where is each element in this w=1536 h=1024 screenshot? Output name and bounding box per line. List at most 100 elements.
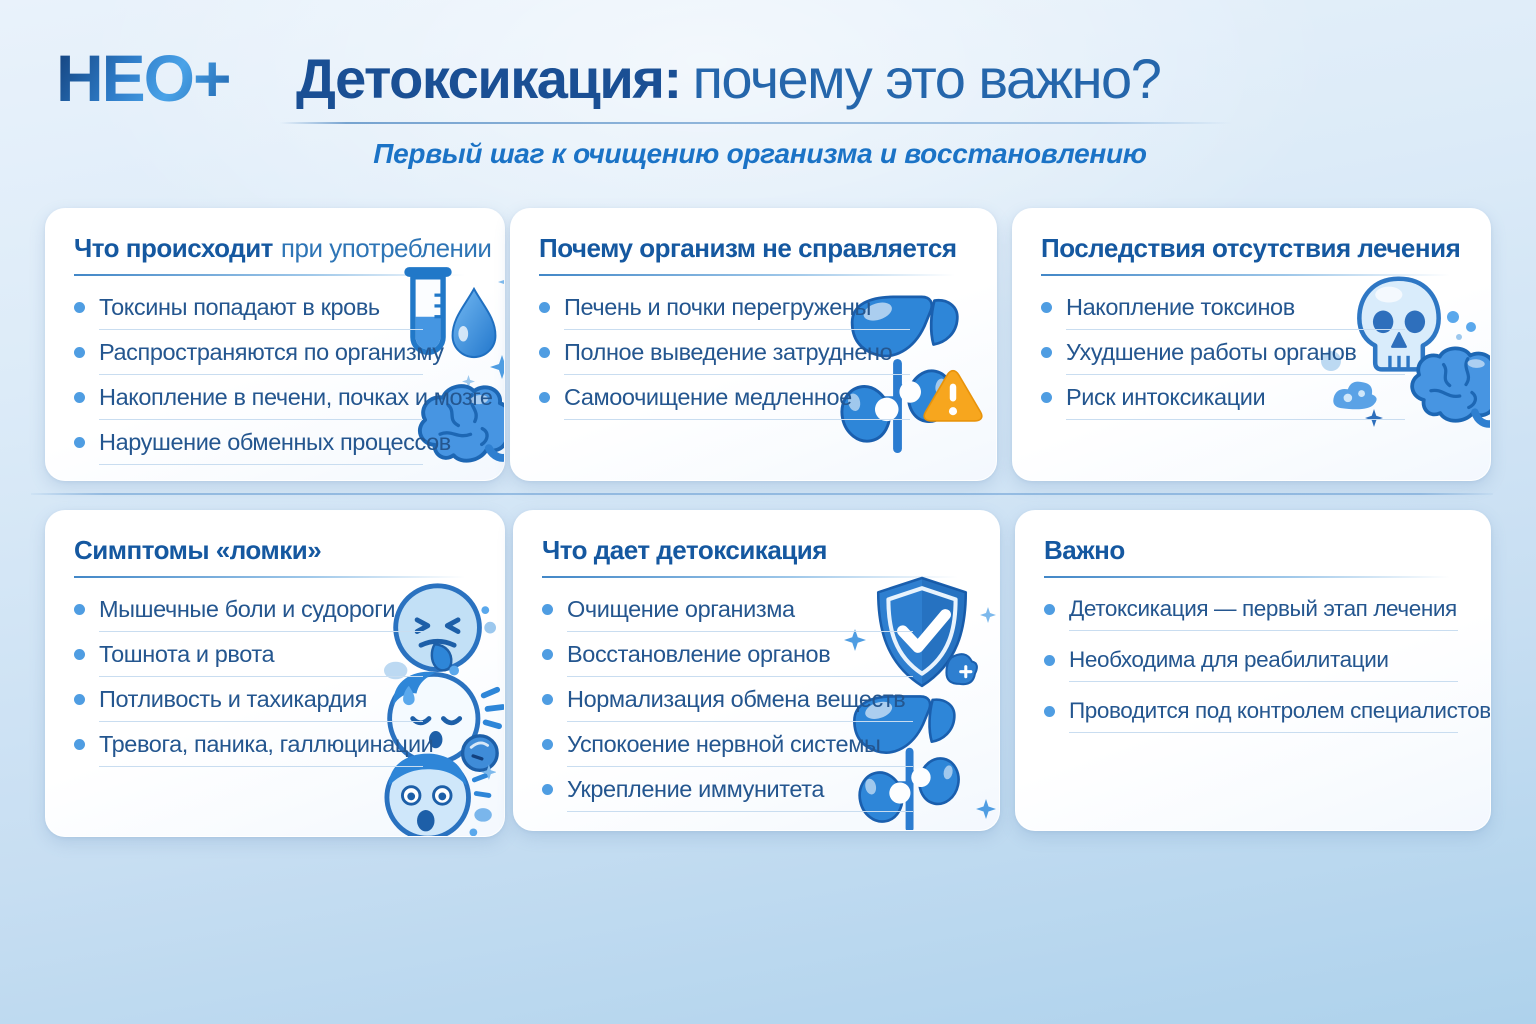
row-divider — [31, 493, 1493, 495]
card-title: Симптомы «ломки» — [74, 535, 322, 565]
list-item: Токсины попадают в кровь — [74, 294, 490, 330]
bullet-dot — [74, 437, 85, 448]
bullet-divider — [99, 419, 424, 420]
bullet-text: Потливость и тахикардия — [99, 686, 367, 712]
bullet-text: Укрепление иммунитета — [567, 776, 825, 802]
bullet-text: Полное выведение затруднено — [564, 339, 893, 365]
bullet-text: Распространяются по организму — [99, 339, 444, 365]
bullet-dot — [74, 392, 85, 403]
list-item: Полное выведение затруднено — [539, 339, 982, 375]
bullet-divider — [1066, 374, 1406, 375]
bullet-divider — [99, 631, 424, 632]
bullet-text: Детоксикация — первый этап лечения — [1069, 596, 1457, 621]
sparkle-icon — [490, 355, 504, 379]
card-title: Почему организм не справляется — [539, 233, 957, 263]
bullet-text: Накопление токсинов — [1066, 294, 1295, 320]
card-title: Что происходит при употреблении — [74, 233, 492, 263]
card-title: Последствия отсутствия лечения — [1041, 233, 1461, 263]
bullet-list: Токсины попадают в кровь Распространяются… — [74, 294, 493, 465]
card-consequences: Последствия отсутствия лечения Накоплени… — [1012, 208, 1491, 481]
list-item: Тошнота и рвота — [74, 641, 490, 677]
list-item: Накопление в печени, почках и мозге — [74, 384, 493, 420]
bullet-dot — [1041, 302, 1052, 313]
bullet-dot — [74, 604, 85, 615]
bullet-list: Очищение организма Восстановление органов… — [542, 596, 985, 812]
bullet-text: Проводится под контролем специалистов — [1069, 698, 1491, 723]
card-title-underline — [1041, 274, 1450, 276]
bullet-divider — [99, 329, 424, 330]
bullet-list: Накопление токсинов Ухудшение работы орга… — [1041, 294, 1476, 420]
bullet-text: Необходима для реабилитации — [1069, 647, 1389, 672]
bullet-divider — [99, 766, 424, 767]
bullet-text: Тошнота и рвота — [99, 641, 275, 667]
bullet-divider — [99, 721, 424, 722]
card-title-underline — [74, 576, 466, 578]
card-title-underline — [74, 274, 466, 276]
bullet-text: Успокоение нервной системы — [567, 731, 881, 757]
list-item: Накопление токсинов — [1041, 294, 1476, 330]
list-item: Укрепление иммунитета — [542, 776, 985, 812]
card-why-body-fails: Почему организм не справляется Печень и … — [510, 208, 997, 481]
bullet-divider — [567, 721, 913, 722]
bullet-dot — [542, 649, 553, 660]
bullet-divider — [564, 374, 910, 375]
bullet-divider — [564, 329, 910, 330]
bullet-dot — [542, 784, 553, 795]
title-underline — [280, 122, 1232, 124]
card-title-underline — [542, 576, 959, 578]
bullet-divider — [564, 419, 910, 420]
bullet-divider — [1069, 732, 1458, 733]
bullet-list: Детоксикация — первый этап лечения Необхо… — [1044, 596, 1490, 733]
list-item: Распространяются по организму — [74, 339, 490, 375]
list-item: Проводится под контролем специалистов — [1044, 698, 1490, 733]
bullet-text: Мышечные боли и судороги — [99, 596, 396, 622]
bullet-divider — [99, 676, 424, 677]
card-title: Важно — [1044, 535, 1125, 565]
list-item: Печень и почки перегружены — [539, 294, 982, 330]
bullet-dot — [74, 649, 85, 660]
list-item: Тревога, паника, галлюцинации — [74, 731, 490, 767]
card-title-underline — [539, 274, 956, 276]
bullet-text: Восстановление органов — [567, 641, 831, 667]
bullet-text: Токсины попадают в кровь — [99, 294, 380, 320]
bullet-dot — [74, 347, 85, 358]
bullet-divider — [567, 811, 913, 812]
bullet-text: Очищение организма — [567, 596, 795, 622]
list-item: Необходима для реабилитации — [1044, 647, 1476, 682]
card-what-happens: Что происходит при употреблении Токсины п… — [45, 208, 505, 481]
list-item: Нарушение обменных процессов — [74, 429, 490, 465]
bullet-dot — [539, 302, 550, 313]
bullet-text: Риск интоксикации — [1066, 384, 1266, 410]
list-item: Очищение организма — [542, 596, 985, 632]
bullet-divider — [567, 631, 913, 632]
bullet-dot — [542, 694, 553, 705]
page-title-regular: почему это важно? — [692, 47, 1162, 110]
list-item: Восстановление органов — [542, 641, 985, 677]
bullet-list: Печень и почки перегружены Полное выведен… — [539, 294, 982, 420]
list-item: Самоочищение медленное — [539, 384, 982, 420]
page-title-bold: Детоксикация: — [296, 47, 682, 110]
bullet-divider — [567, 766, 913, 767]
list-item: Ухудшение работы органов — [1041, 339, 1476, 375]
bullet-dot — [539, 347, 550, 358]
card-title-underline — [1044, 576, 1451, 578]
list-item: Детоксикация — первый этап лечения — [1044, 596, 1476, 631]
list-item: Потливость и тахикардия — [74, 686, 490, 722]
list-item: Мышечные боли и судороги — [74, 596, 490, 632]
bullet-text: Нормализация обмена веществ — [567, 686, 906, 712]
page-title: Детоксикация: почему это важно? — [296, 46, 1162, 111]
brand-logo: НЕО+ — [56, 41, 232, 115]
bullet-dot — [1044, 654, 1055, 666]
bullet-divider — [1069, 630, 1458, 631]
bullet-dot — [542, 739, 553, 750]
card-withdrawal-symptoms: Симптомы «ломки» Мышечные боли и судорог… — [45, 510, 505, 837]
bullet-divider — [99, 374, 424, 375]
bullet-divider — [1066, 329, 1406, 330]
bullet-text: Нарушение обменных процессов — [99, 429, 451, 455]
bullet-dot — [539, 392, 550, 403]
bullet-divider — [1066, 419, 1406, 420]
card-detox-benefits: Что дает детоксикация Очищение организма… — [513, 510, 1000, 831]
bullet-dot — [1044, 705, 1055, 717]
bullet-text: Тревога, паника, галлюцинации — [99, 731, 434, 757]
bullet-dot — [74, 739, 85, 750]
